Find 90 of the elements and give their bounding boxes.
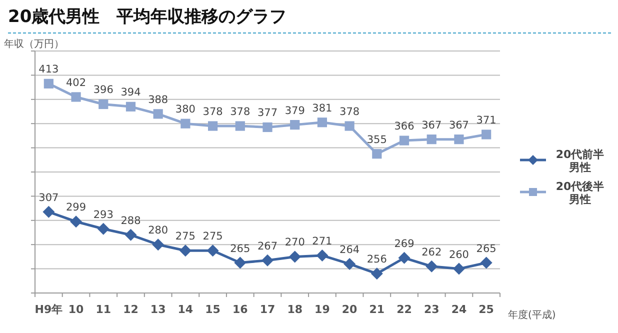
point — [97, 222, 110, 235]
x-tick-label: 21 — [369, 303, 385, 316]
point — [206, 244, 219, 257]
data-label: 293 — [93, 208, 114, 221]
point — [262, 122, 272, 132]
point — [152, 238, 164, 251]
point — [426, 134, 436, 144]
data-label: 275 — [175, 230, 196, 243]
data-label: 367 — [422, 119, 442, 132]
point — [399, 136, 410, 146]
point — [426, 260, 438, 272]
data-label: 270 — [284, 236, 305, 249]
x-axis-title: 年度(平成) — [508, 309, 556, 321]
data-label: 379 — [284, 104, 305, 117]
x-tick-label: 20 — [342, 303, 358, 316]
point — [398, 252, 410, 264]
data-label: 381 — [312, 102, 332, 114]
point — [317, 118, 328, 128]
legend-label: 20代後半男性 — [556, 180, 604, 206]
x-tick-label: 11 — [96, 303, 112, 316]
point — [208, 121, 218, 131]
point — [262, 254, 274, 266]
x-tick-label: H9年 — [34, 303, 63, 316]
data-label: 288 — [120, 214, 141, 227]
x-tick-label: 10 — [68, 303, 84, 316]
point — [234, 256, 246, 269]
data-label: 377 — [257, 107, 278, 120]
point — [153, 109, 163, 119]
point — [480, 256, 492, 269]
data-label: 299 — [66, 202, 86, 214]
point — [344, 121, 354, 131]
data-label: 271 — [312, 235, 332, 248]
point — [124, 228, 137, 241]
data-label: 394 — [120, 86, 142, 99]
data-label: 262 — [422, 246, 442, 258]
data-label: 371 — [476, 114, 496, 126]
data-label: 388 — [148, 94, 168, 106]
legend-label: 20代前半男性 — [556, 148, 604, 174]
data-label: 413 — [38, 64, 59, 76]
data-label: 265 — [230, 242, 250, 255]
x-tick-label: 14 — [178, 303, 194, 316]
x-tick-label: 15 — [205, 303, 220, 316]
x-tick-label: 18 — [287, 303, 303, 316]
point — [179, 244, 192, 257]
x-tick-label: 25 — [478, 303, 494, 316]
x-tick-label: 24 — [451, 303, 467, 316]
x-tick-label: 13 — [150, 303, 166, 316]
point — [372, 149, 382, 159]
point — [452, 262, 465, 275]
point — [454, 134, 464, 144]
data-label: 402 — [66, 76, 86, 89]
data-label: 269 — [394, 238, 414, 250]
data-label: 275 — [202, 230, 223, 243]
point — [98, 99, 108, 110]
data-label: 378 — [202, 106, 223, 118]
point — [180, 118, 190, 128]
data-label: 396 — [93, 84, 114, 96]
data-label: 280 — [148, 224, 168, 237]
point — [290, 120, 300, 130]
data-label: 307 — [38, 192, 59, 204]
x-tick-label: 19 — [314, 303, 330, 316]
data-label: 366 — [394, 120, 415, 133]
point — [42, 206, 55, 218]
point — [344, 258, 356, 270]
x-tick-label: 22 — [396, 303, 412, 316]
data-label: 264 — [340, 244, 360, 256]
point — [44, 78, 54, 88]
point — [316, 249, 328, 262]
data-label: 267 — [257, 240, 278, 252]
data-label: 367 — [448, 119, 469, 132]
x-tick-label: 12 — [123, 303, 138, 316]
x-tick-label: 16 — [232, 303, 248, 316]
data-label: 380 — [175, 104, 196, 116]
data-label: 355 — [366, 134, 387, 146]
point — [288, 250, 301, 263]
point — [482, 130, 492, 140]
data-label: 260 — [448, 248, 469, 261]
point — [70, 216, 82, 228]
point — [370, 268, 383, 280]
data-label: 256 — [366, 254, 388, 266]
data-label: 378 — [230, 106, 250, 118]
point — [126, 102, 136, 112]
point — [235, 121, 245, 131]
chart-title: 20歳代男性 平均年収推移のグラフ — [8, 7, 287, 27]
point — [71, 92, 81, 102]
y-axis-title: 年収（万円） — [4, 38, 64, 50]
x-tick-label: 17 — [260, 303, 276, 316]
x-tick-label: 23 — [424, 303, 440, 316]
data-label: 265 — [476, 242, 496, 255]
data-label: 378 — [340, 106, 360, 118]
